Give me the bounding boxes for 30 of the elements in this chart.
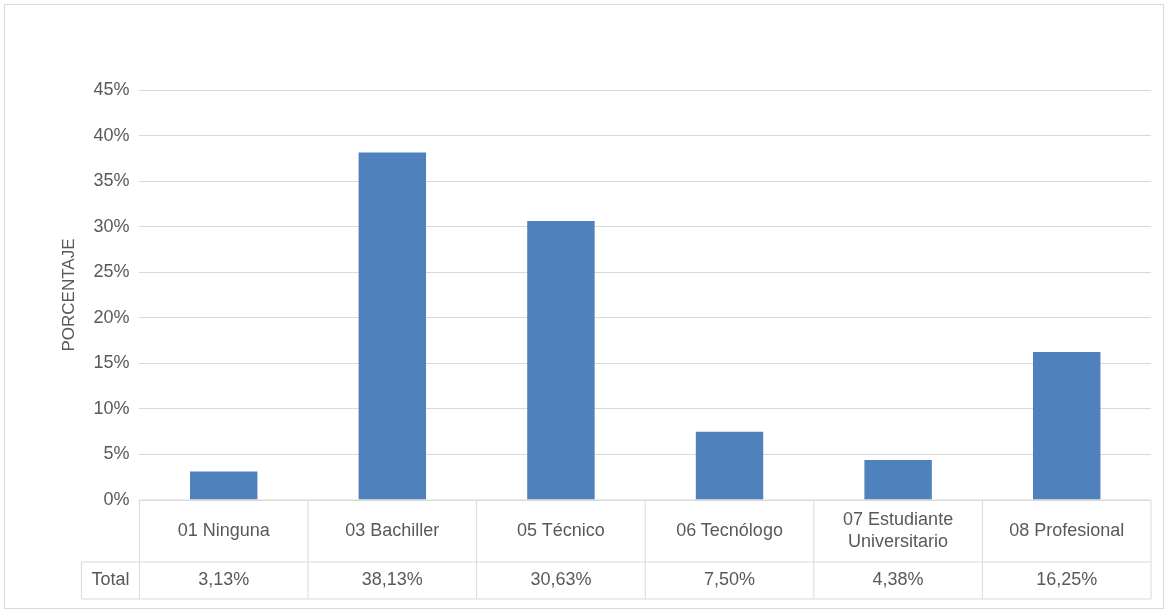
x-tick-label: 01 Ninguna — [177, 519, 271, 540]
data-label: 4,38% — [872, 569, 924, 590]
y-tick-label: 20% — [93, 306, 130, 327]
y-tick-label: 35% — [93, 170, 130, 191]
bar — [527, 220, 595, 500]
y-tick-label: 15% — [93, 352, 130, 373]
x-tick-label: 03 Bachiller — [345, 519, 440, 540]
data-label: 38,13% — [361, 569, 423, 590]
data-label: 30,63% — [530, 569, 592, 590]
y-tick-label: 10% — [93, 397, 130, 418]
y-tick-label: 25% — [93, 261, 130, 282]
data-label: 16,25% — [1036, 569, 1098, 590]
bar — [190, 471, 258, 500]
y-tick-label: 45% — [93, 78, 130, 99]
bar — [358, 152, 427, 500]
bar — [695, 431, 764, 500]
bar — [864, 460, 932, 500]
data-label: 7,50% — [703, 569, 756, 590]
x-tick-label: 08 Profesional — [1009, 519, 1125, 540]
x-tick-label: 07 Estudiante Universitario — [843, 508, 954, 551]
y-axis-title: PORCENTAJE — [58, 238, 78, 352]
y-tick-label: 5% — [103, 443, 130, 464]
y-tick-label: 40% — [93, 124, 130, 145]
text: Total — [91, 569, 130, 590]
x-tick-label: 06 Tecnólogo — [676, 519, 783, 540]
y-tick-label: 0% — [103, 488, 130, 509]
data-label: 3,13% — [198, 569, 250, 590]
y-tick-label: 30% — [93, 215, 130, 236]
bar — [1032, 351, 1101, 500]
x-tick-label: 05 Técnico — [517, 519, 605, 540]
